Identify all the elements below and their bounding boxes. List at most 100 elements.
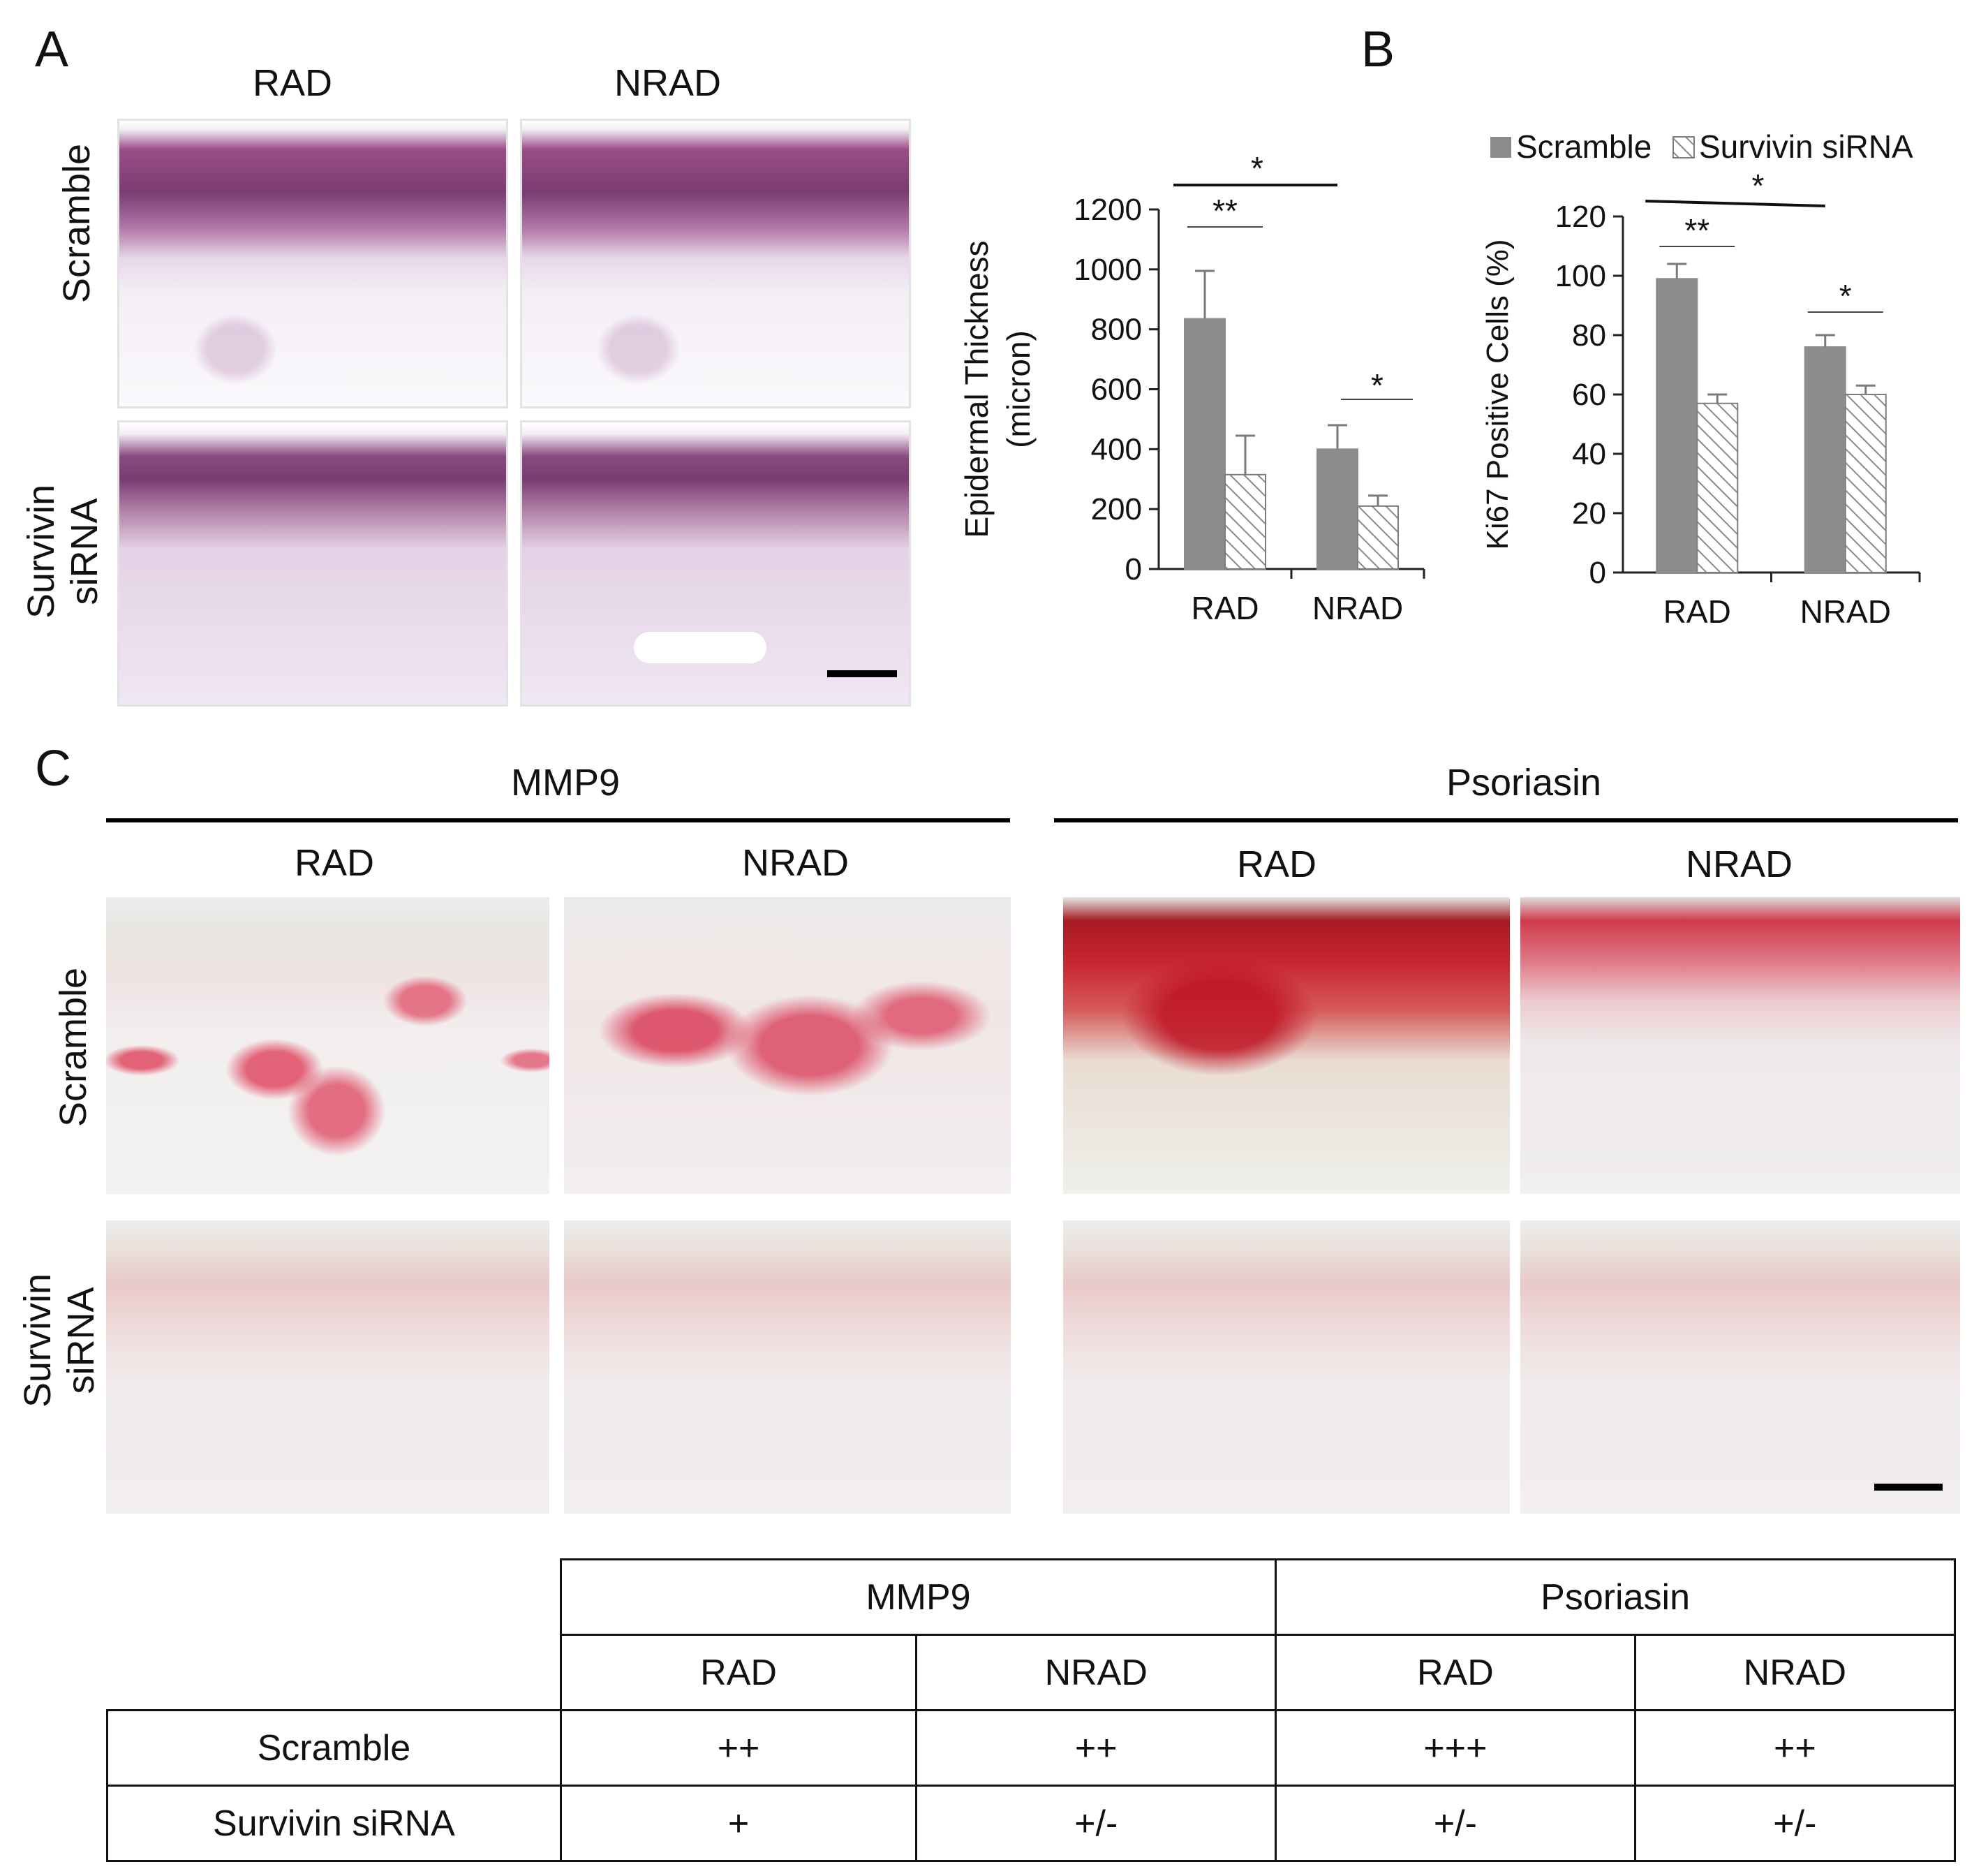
panel-a-scale-bar: [827, 670, 897, 677]
table-row: Scramble ++ ++ +++ ++: [106, 1709, 1957, 1787]
bar-scramble: [1184, 318, 1226, 570]
x-tick-label: NRAD: [1312, 590, 1403, 626]
table-cell: +/-: [915, 1785, 1277, 1862]
he-micrograph-rad-sirna: [117, 420, 508, 707]
table-row: Survivin siRNA + +/- +/- +/-: [106, 1785, 1957, 1862]
panel-b-letter: B: [1361, 22, 1395, 77]
he-micrograph-nrad-scramble: [520, 119, 911, 408]
ihc-mmp9-rad-sirna: [106, 1220, 549, 1514]
panel-c-col-mmp9-rad: RAD: [295, 842, 375, 884]
bar-scramble: [1656, 278, 1698, 573]
panel-c-col-mmp9-nrad: NRAD: [742, 842, 850, 884]
table-subheader-row: RAD NRAD RAD NRAD: [107, 1634, 1957, 1711]
table-header-row: MMP9 Psoriasin: [107, 1558, 1956, 1711]
ihc-psoriasin-nrad-scramble: [1520, 897, 1960, 1194]
y-tick-label: 600: [1091, 373, 1142, 407]
table-cell: ++: [1633, 1709, 1957, 1787]
table-cell: +/-: [1633, 1785, 1957, 1862]
table-row-label: Scramble: [106, 1709, 562, 1787]
summary-table: MMP9 Psoriasin RAD NRAD RAD NRAD Scrambl…: [106, 1558, 1957, 1862]
legend-label-survivin-sirna: Survivin siRNA: [1699, 128, 1913, 165]
legend-label-scramble: Scramble: [1516, 128, 1652, 165]
sig-label: *: [1371, 367, 1384, 404]
ihc-mmp9-rad-scramble: [106, 897, 549, 1194]
bar-scramble: [1316, 448, 1358, 570]
y-tick-label: 120: [1555, 200, 1606, 234]
panel-c-col-psor-nrad: NRAD: [1686, 843, 1793, 885]
y-tick-label: 800: [1091, 313, 1142, 347]
ki67-chart: 0 20 40 60 80 100 120 RAD NRAD Ki67 Positive Cell…: [1481, 128, 1921, 630]
table-cell: ++: [915, 1709, 1277, 1787]
legend-swatch-survivin-sirna: [1672, 136, 1695, 158]
panel-a-col-nrad: NRAD: [614, 62, 722, 104]
bar-scramble: [1804, 346, 1846, 573]
table-subheader: RAD: [1275, 1634, 1636, 1711]
panel-a-letter: A: [35, 22, 69, 77]
panel-a-row-sirna: Survivin siRNA: [20, 485, 106, 619]
sig-label: *: [1839, 278, 1852, 314]
panel-a-col-rad: RAD: [253, 62, 333, 104]
y-tick-label: 0: [1589, 556, 1606, 590]
panel-c-scale-bar: [1874, 1484, 1943, 1491]
panel-a-row-scramble: Scramble: [55, 143, 98, 304]
y-tick-label: 20: [1572, 496, 1606, 531]
table-subheader: NRAD: [1633, 1634, 1957, 1711]
panel-c-letter: C: [35, 741, 71, 797]
y-tick-label: 60: [1572, 378, 1606, 412]
bar-survivin-sirna: [1844, 394, 1887, 573]
bar-survivin-sirna: [1696, 402, 1739, 573]
y-tick-label: 0: [1125, 552, 1142, 586]
ihc-psoriasin-nrad-sirna: [1520, 1220, 1960, 1514]
table-subheader: RAD: [559, 1634, 918, 1711]
table-cell: ++: [559, 1709, 918, 1787]
panel-c-row-sirna: Survivin siRNA: [16, 1273, 103, 1408]
ihc-mmp9-nrad-sirna: [564, 1220, 1011, 1514]
ihc-psoriasin-rad-sirna: [1063, 1220, 1510, 1514]
panel-c-row-sirna-line1: Survivin: [16, 1273, 59, 1408]
sig-label: *: [1251, 150, 1263, 186]
y-tick-label: 1200: [1074, 193, 1142, 227]
y-tick-label: 80: [1572, 318, 1606, 353]
legend-swatch-scramble: [1490, 137, 1511, 158]
table-subheader: NRAD: [915, 1634, 1277, 1711]
bar-survivin-sirna: [1357, 505, 1399, 570]
sig-bracket: [1645, 200, 1825, 207]
panel-c-col-psor-rad: RAD: [1237, 843, 1317, 885]
y-axis-label: Epidermal Thickness: [958, 240, 995, 538]
y-tick-label: 100: [1555, 259, 1606, 293]
panel-c-row-scramble: Scramble: [52, 967, 94, 1128]
table-cell: +: [559, 1785, 918, 1862]
panel-c-group-psoriasin: Psoriasin: [1446, 762, 1602, 804]
x-tick-label: NRAD: [1800, 593, 1891, 630]
panel-c-group-mmp9: MMP9: [511, 762, 621, 804]
sig-label: *: [1752, 168, 1765, 204]
mmp9-group-rule: [106, 818, 1010, 822]
ihc-mmp9-nrad-scramble: [564, 897, 1011, 1194]
table-row-label: Survivin siRNA: [106, 1785, 562, 1862]
x-tick-label: RAD: [1663, 593, 1731, 630]
panel-a-row-sirna-line1: Survivin: [20, 484, 62, 619]
panel-a-row-sirna-line2: siRNA: [64, 498, 105, 605]
he-micrograph-rad-scramble: [117, 119, 508, 408]
y-axis-label: Ki67 Positive Cells (%): [1481, 239, 1515, 549]
y-axis-label: (micron): [1000, 330, 1037, 448]
bar-survivin-sirna: [1224, 473, 1266, 570]
table-group-header: Psoriasin: [1275, 1558, 1956, 1636]
he-micrograph-nrad-sirna: [520, 420, 911, 707]
table-cell: +/-: [1275, 1785, 1636, 1862]
sig-label: **: [1212, 193, 1238, 229]
table-cell: +++: [1275, 1709, 1636, 1787]
psoriasin-group-rule: [1054, 818, 1958, 822]
table-group-header: MMP9: [559, 1558, 1277, 1636]
y-tick-label: 40: [1572, 437, 1606, 471]
panel-c-row-sirna-line2: siRNA: [60, 1287, 102, 1394]
y-tick-label: 200: [1091, 492, 1142, 526]
ihc-psoriasin-rad-scramble: [1063, 897, 1510, 1194]
epidermal-thickness-chart: 0 200 400 600 800 1000 1200 RAD NRAD Epidermal Th…: [958, 150, 1425, 626]
y-tick-label: 400: [1091, 432, 1142, 466]
table-corner: [107, 1559, 562, 1711]
sig-label: **: [1684, 212, 1709, 249]
y-tick-label: 1000: [1074, 253, 1142, 287]
x-tick-label: RAD: [1191, 590, 1259, 626]
